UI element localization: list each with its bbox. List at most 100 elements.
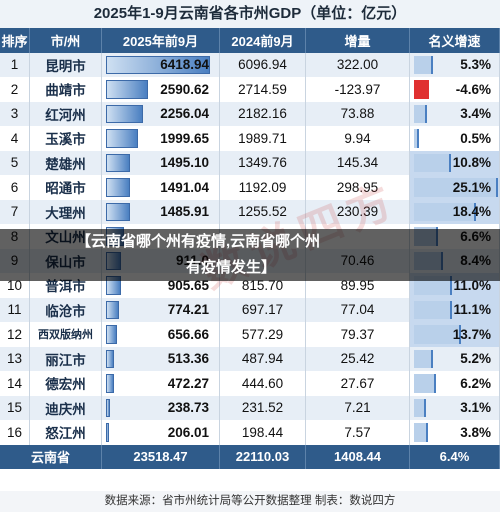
city-cell: 楚雄州: [30, 150, 102, 175]
growth-rate-bar: [414, 55, 434, 74]
gdp2025-cell: 472.27: [102, 371, 220, 396]
growth-rate-value: 5.2%: [460, 351, 491, 367]
city-cell: 西双版纳州: [30, 322, 102, 347]
growth-rate-cell: 10.8%: [410, 150, 500, 175]
growth-rate-value: 6.2%: [460, 375, 491, 391]
growth-rate-bar: [414, 374, 437, 393]
increment-cell: 73.88: [306, 101, 410, 126]
city-cell: 曲靖市: [30, 77, 102, 102]
table-row: 1 昆明市 6418.94 6096.94 322.00 5.3%: [0, 52, 500, 77]
city-cell: 丽江市: [30, 346, 102, 371]
increment-cell: -123.97: [306, 77, 410, 102]
city-cell: 昆明市: [30, 52, 102, 77]
growth-rate-cell: 3.1%: [410, 395, 500, 420]
gdp2025-bar: [106, 178, 131, 197]
rank-cell: 5: [0, 150, 30, 175]
growth-rate-cell: 3.4%: [410, 101, 500, 126]
gdp2025-cell: 6418.94: [102, 52, 220, 77]
gdp2025-value: 206.01: [167, 424, 209, 440]
header-increment: 增量: [306, 28, 410, 53]
gdp2025-cell: 206.01: [102, 420, 220, 445]
total-gdp2025: 23518.47: [102, 444, 220, 469]
growth-rate-bar: [414, 325, 461, 344]
rank-cell: 6: [0, 175, 30, 200]
growth-rate-bar: [414, 80, 430, 99]
gdp2025-bar: [106, 129, 139, 148]
growth-rate-cell: -4.6%: [410, 77, 500, 102]
gdp2025-value: 6418.94: [160, 57, 209, 73]
gdp2025-value: 1485.91: [160, 204, 209, 220]
table-row: 4 玉溪市 1999.65 1989.71 9.94 0.5%: [0, 126, 500, 151]
growth-rate-value: 3.1%: [460, 400, 491, 416]
gdp2025-bar: [106, 398, 110, 417]
city-cell: 红河州: [30, 101, 102, 126]
gdp2025-value: 1495.10: [160, 155, 209, 171]
table-row: 15 迪庆州 238.73 231.52 7.21 3.1%: [0, 395, 500, 420]
growth-rate-bar: [414, 104, 428, 123]
growth-rate-bar: [414, 178, 498, 197]
overlay-caption-line1: 【云南省哪个州有疫情,云南省哪个州: [0, 229, 500, 255]
source-note: 数据来源：省市州统计局等公开数据整理 制表：数说四方: [0, 491, 500, 512]
total-label: 云南省: [0, 444, 102, 469]
increment-cell: 7.57: [306, 420, 410, 445]
table-row: 5 楚雄州 1495.10 1349.76 145.34 10.8%: [0, 150, 500, 175]
rank-cell: 12: [0, 322, 30, 347]
rank-cell: 7: [0, 199, 30, 224]
growth-rate-cell: 13.7%: [410, 322, 500, 347]
growth-rate-cell: 5.3%: [410, 52, 500, 77]
gdp2025-bar: [106, 104, 143, 123]
growth-rate-value: 3.8%: [460, 424, 491, 440]
city-cell: 迪庆州: [30, 395, 102, 420]
header-city: 市/州: [30, 28, 102, 53]
header-gdp2025: 2025年前9月: [102, 28, 220, 53]
header-gdp2024: 2024前9月: [220, 28, 306, 53]
table-row: 6 昭通市 1491.04 1192.09 298.95 25.1%: [0, 175, 500, 200]
growth-rate-value: 11.0%: [453, 277, 491, 293]
header-growth-rate: 名义增速: [410, 28, 500, 53]
growth-rate-cell: 0.5%: [410, 126, 500, 151]
gdp2024-cell: 1349.76: [220, 150, 306, 175]
growth-rate-cell: 3.8%: [410, 420, 500, 445]
gdp2025-cell: 2590.62: [102, 77, 220, 102]
gdp2025-cell: 774.21: [102, 297, 220, 322]
increment-cell: 145.34: [306, 150, 410, 175]
gdp2025-value: 905.65: [167, 277, 209, 293]
gdp2024-cell: 6096.94: [220, 52, 306, 77]
table-row: 2 曲靖市 2590.62 2714.59 -123.97 -4.6%: [0, 77, 500, 102]
gdp2025-cell: 1485.91: [102, 199, 220, 224]
total-row: 云南省 23518.47 22110.03 1408.44 6.4%: [0, 444, 500, 469]
gdp2024-cell: 2182.16: [220, 101, 306, 126]
growth-rate-bar: [414, 349, 433, 368]
growth-rate-bar: [414, 202, 477, 221]
city-cell: 大理州: [30, 199, 102, 224]
gdp2025-value: 2590.62: [160, 81, 209, 97]
header-row: 排序 市/州 2025年前9月 2024前9月 增量 名义增速: [0, 28, 500, 53]
gdp2025-value: 656.66: [167, 326, 209, 342]
city-cell: 怒江州: [30, 420, 102, 445]
city-cell: 昭通市: [30, 175, 102, 200]
gdp2024-cell: 1255.52: [220, 199, 306, 224]
growth-rate-value: 10.8%: [452, 155, 491, 171]
table-row: 11 临沧市 774.21 697.17 77.04 11.1%: [0, 297, 500, 322]
gdp2025-bar: [106, 55, 210, 74]
increment-cell: 7.21: [306, 395, 410, 420]
gdp2025-cell: 1491.04: [102, 175, 220, 200]
table-row: 13 丽江市 513.36 487.94 25.42 5.2%: [0, 346, 500, 371]
table-row: 14 德宏州 472.27 444.60 27.67 6.2%: [0, 371, 500, 396]
gdp2025-cell: 1999.65: [102, 126, 220, 151]
gdp2025-value: 238.73: [167, 400, 209, 416]
overlay-caption-line2: 有疫情发生】: [0, 255, 500, 281]
total-increment: 1408.44: [306, 444, 410, 469]
growth-rate-cell: 11.1%: [410, 297, 500, 322]
gdp2025-value: 1999.65: [160, 130, 209, 146]
gdp2024-cell: 697.17: [220, 297, 306, 322]
growth-rate-value: -4.6%: [455, 81, 491, 97]
gdp2025-value: 513.36: [167, 351, 209, 367]
table-row: 16 怒江州 206.01 198.44 7.57 3.8%: [0, 420, 500, 445]
growth-rate-value: 13.7%: [452, 326, 491, 342]
increment-cell: 25.42: [306, 346, 410, 371]
table-row: 12 西双版纳州 656.66 577.29 79.37 13.7%: [0, 322, 500, 347]
growth-rate-cell: 18.4%: [410, 199, 500, 224]
gdp2024-cell: 1192.09: [220, 175, 306, 200]
growth-rate-bar: [414, 153, 452, 172]
